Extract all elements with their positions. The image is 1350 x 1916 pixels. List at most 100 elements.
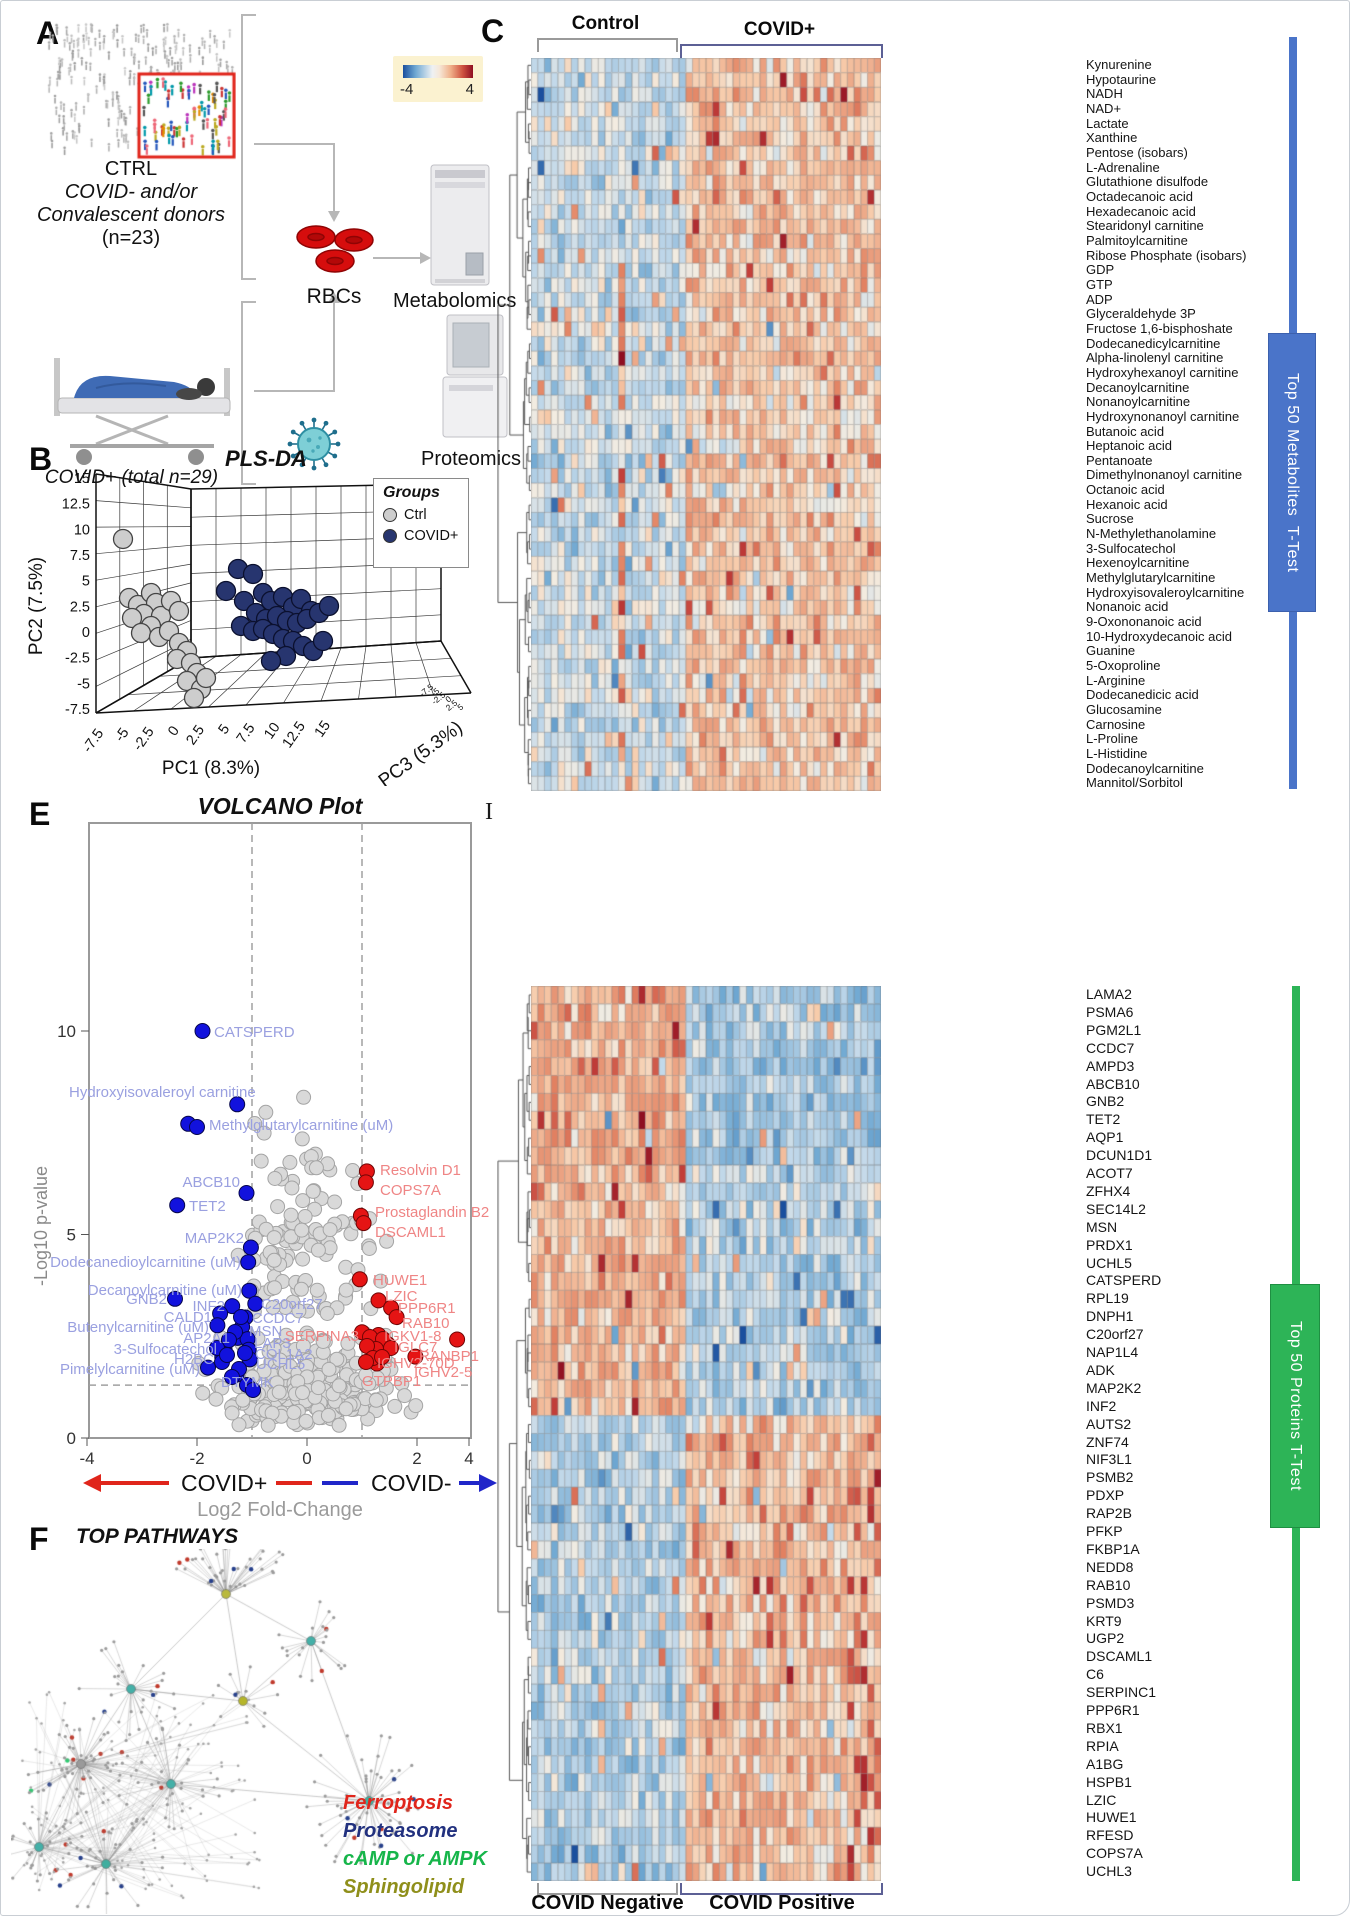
protein-row-label: HUWE1 [1086, 1809, 1137, 1826]
metabolite-row-label: NAD+ [1086, 100, 1122, 116]
metabolite-row-label: Carnosine [1086, 716, 1146, 732]
metabolite-row-label: Octadecanoic acid [1086, 188, 1193, 204]
proteomics-instrument-icon [442, 314, 508, 438]
svg-text:10: 10 [261, 720, 283, 742]
svg-text:COL1A2: COL1A2 [255, 1346, 313, 1363]
protein-row-label: C20orf27 [1086, 1326, 1144, 1343]
protein-row-label: PRDX1 [1086, 1236, 1133, 1253]
protein-row-label: PGM2L1 [1086, 1021, 1142, 1038]
ctrl-line3: (n=23) [101, 227, 161, 249]
metabolite-row-label: L-Proline [1086, 731, 1139, 747]
protein-row-label: AUTS2 [1086, 1415, 1132, 1432]
metabolite-row-label: Nonanoylcarnitine [1086, 394, 1191, 410]
protein-row-label: C6 [1086, 1666, 1104, 1683]
metabolite-row-label: Mannitol/Sorbitol [1086, 775, 1183, 791]
metabolite-row-label: Lactate [1086, 115, 1129, 131]
pathway-network [11, 1549, 491, 1914]
svg-text:AP2A1: AP2A1 [183, 1330, 230, 1347]
protein-row-label: LZIC [1086, 1791, 1117, 1808]
svg-text:TET2: TET2 [189, 1198, 226, 1215]
protein-row-label: PSMD3 [1086, 1594, 1135, 1611]
protein-row-label: A1BG [1086, 1755, 1124, 1772]
protein-row-label: AMPD3 [1086, 1057, 1135, 1074]
covid-negative-bracket [537, 1883, 678, 1895]
protein-row-label: UCHL3 [1086, 1863, 1132, 1880]
metabolite-row-label: Alpha-linolenyl carnitine [1086, 350, 1224, 366]
panel-f-label: F [29, 1521, 49, 1557]
svg-text:Hydroxyisovaleroyl carnitine: Hydroxyisovaleroyl carnitine [69, 1084, 256, 1101]
svg-text:7.5: 7.5 [70, 548, 90, 564]
protein-row-label: HSPB1 [1086, 1773, 1132, 1790]
ctrl-group-caption: CTRL COVID- and/or Convalescent donors (… [21, 158, 241, 250]
pathway-legend-item: Sphingolipid [343, 1876, 465, 1898]
svg-text:-2.5: -2.5 [65, 651, 90, 667]
svg-text:GNB2: GNB2 [126, 1291, 167, 1308]
colorbar-gradient [403, 65, 473, 78]
metabolite-row-label: Nonanoic acid [1086, 599, 1169, 615]
plsda-legend-item: COVID+ [383, 528, 468, 544]
protein-row-label: KRT9 [1086, 1612, 1122, 1629]
svg-text:3-Sulfocatechol: 3-Sulfocatechol [114, 1341, 217, 1358]
patient-bed-icon [54, 358, 231, 465]
svg-text:COVID+: COVID+ [181, 1470, 267, 1496]
protein-row-label: DSCAML1 [1086, 1648, 1153, 1665]
metabolites-sidebar-label: Top 50 Metabolites T-Test [1284, 372, 1301, 573]
metabolite-row-label: Hydroxyisovaleroylcarnitine [1086, 584, 1245, 600]
metabolite-row-label: Dimethylnonanoyl carnitine [1086, 467, 1243, 483]
svg-text:-7.5: -7.5 [80, 726, 107, 756]
svg-text:-7.5: -7.5 [65, 702, 90, 718]
svg-text:PPP6R1: PPP6R1 [398, 1300, 456, 1317]
metabolite-row-label: N-Methylethanolamine [1086, 526, 1217, 542]
svg-text:0: 0 [67, 1429, 76, 1448]
panel-b-label: B [29, 441, 53, 477]
svg-text:Methylglutarylcarnitine (uM): Methylglutarylcarnitine (uM) [209, 1117, 393, 1134]
protein-row-label: RPIA [1086, 1737, 1119, 1754]
protein-heatmap [531, 986, 881, 1881]
svg-text:10: 10 [57, 1022, 76, 1041]
protein-row-label: AQP1 [1086, 1129, 1124, 1146]
metabolite-row-label: Octanoic acid [1086, 482, 1165, 498]
svg-text:-4: -4 [79, 1449, 94, 1468]
metabolite-row-label: Hexadecanoic acid [1086, 203, 1196, 219]
metabolite-row-label: 9-Oxononanoic acid [1086, 614, 1202, 630]
metabolite-row-label: ADP [1086, 291, 1113, 307]
svg-text:HUWE1: HUWE1 [373, 1272, 427, 1289]
svg-text:CATSPERD: CATSPERD [214, 1024, 295, 1041]
svg-text:MSN: MSN [249, 1323, 282, 1340]
protein-row-label: PDXP [1086, 1487, 1125, 1504]
covid-positive-label: COVID Positive [709, 1892, 855, 1914]
metabolite-row-label: Xanthine [1086, 130, 1138, 146]
svg-text:INF2: INF2 [192, 1298, 225, 1315]
metabolite-row-label: Kynurenine [1086, 57, 1152, 72]
control-header: Control [571, 13, 640, 34]
svg-text:PC1 (8.3%): PC1 (8.3%) [162, 758, 260, 779]
protein-row-label: RAP2B [1086, 1505, 1132, 1522]
pathway-legend-item: cAMP or AMPK [343, 1848, 488, 1870]
svg-text:0: 0 [165, 723, 183, 739]
proteins-sidebar-box: Top 50 Proteins T-Test [1270, 1284, 1320, 1528]
protein-row-label: SERPINC1 [1086, 1684, 1157, 1701]
protein-row-label: INF2 [1086, 1397, 1117, 1414]
protein-row-label: UCHL5 [1086, 1254, 1132, 1271]
svg-text:5: 5 [216, 722, 234, 738]
pathway-legend: Ferroptosis Proteasome cAMP or AMPK Sphingo… [343, 1789, 487, 1901]
protein-row-label: PSMA6 [1086, 1003, 1134, 1020]
volcano-plot: VOLCANO Plot CATSPERD Hydroxyisovaleroyl … [31, 793, 501, 1531]
metabolomics-instrument-icon [430, 164, 490, 286]
svg-text:15: 15 [312, 718, 334, 740]
protein-row-label: TET2 [1086, 1111, 1121, 1128]
protein-row-label: RPL19 [1086, 1290, 1129, 1307]
svg-text:5: 5 [455, 702, 465, 713]
metabolite-heatmap [531, 58, 881, 791]
protein-row-label: GNB2 [1086, 1093, 1125, 1110]
svg-text:4: 4 [464, 1449, 473, 1468]
svg-text:CALD1: CALD1 [164, 1309, 212, 1326]
svg-text:IGLC7: IGLC7 [394, 1339, 437, 1356]
crowd-image [46, 21, 236, 161]
metabolite-row-label: Hexanoic acid [1086, 496, 1168, 512]
svg-text:IGKV1-8: IGKV1-8 [384, 1328, 442, 1345]
panel-c-label: C [481, 13, 505, 49]
metabolite-row-label: Methylglutarylcarnitine [1086, 570, 1216, 586]
svg-text:2.5: 2.5 [183, 723, 208, 749]
